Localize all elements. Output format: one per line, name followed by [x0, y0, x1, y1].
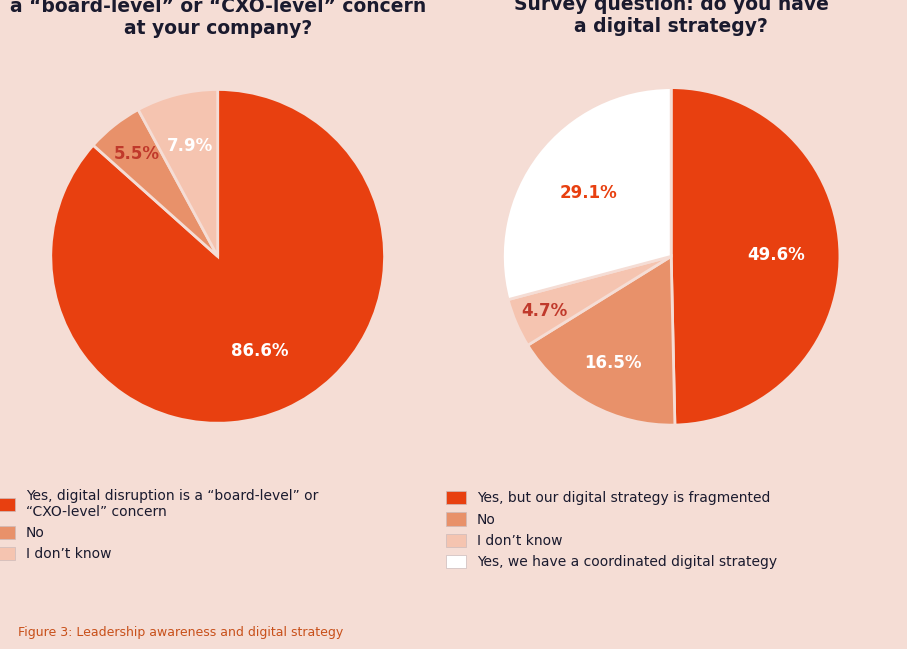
Legend: Yes, but our digital strategy is fragmented, No, I don’t know, Yes, we have a co: Yes, but our digital strategy is fragmen… [446, 491, 776, 569]
Text: 49.6%: 49.6% [747, 246, 805, 264]
Wedge shape [671, 88, 840, 425]
Text: Figure 3: Leadership awareness and digital strategy: Figure 3: Leadership awareness and digit… [18, 626, 344, 639]
Wedge shape [508, 256, 671, 345]
Legend: Yes, digital disruption is a “board-level” or
“CXO-level” concern, No, I don’t k: Yes, digital disruption is a “board-leve… [0, 489, 318, 561]
Text: 7.9%: 7.9% [167, 138, 213, 155]
Text: 5.5%: 5.5% [114, 145, 160, 164]
Title: Survey question: do you have
a digital strategy?: Survey question: do you have a digital s… [513, 0, 829, 36]
Text: 4.7%: 4.7% [521, 302, 567, 320]
Wedge shape [93, 110, 218, 256]
Text: 16.5%: 16.5% [584, 354, 642, 372]
Text: 86.6%: 86.6% [231, 342, 288, 360]
Text: 29.1%: 29.1% [560, 184, 617, 202]
Wedge shape [138, 90, 218, 256]
Wedge shape [51, 90, 385, 423]
Wedge shape [528, 256, 675, 425]
Title: Survey question: Is digital disruption
a “board-level” or “CXO-level” concern
at: Survey question: Is digital disruption a… [10, 0, 425, 38]
Wedge shape [502, 88, 671, 300]
